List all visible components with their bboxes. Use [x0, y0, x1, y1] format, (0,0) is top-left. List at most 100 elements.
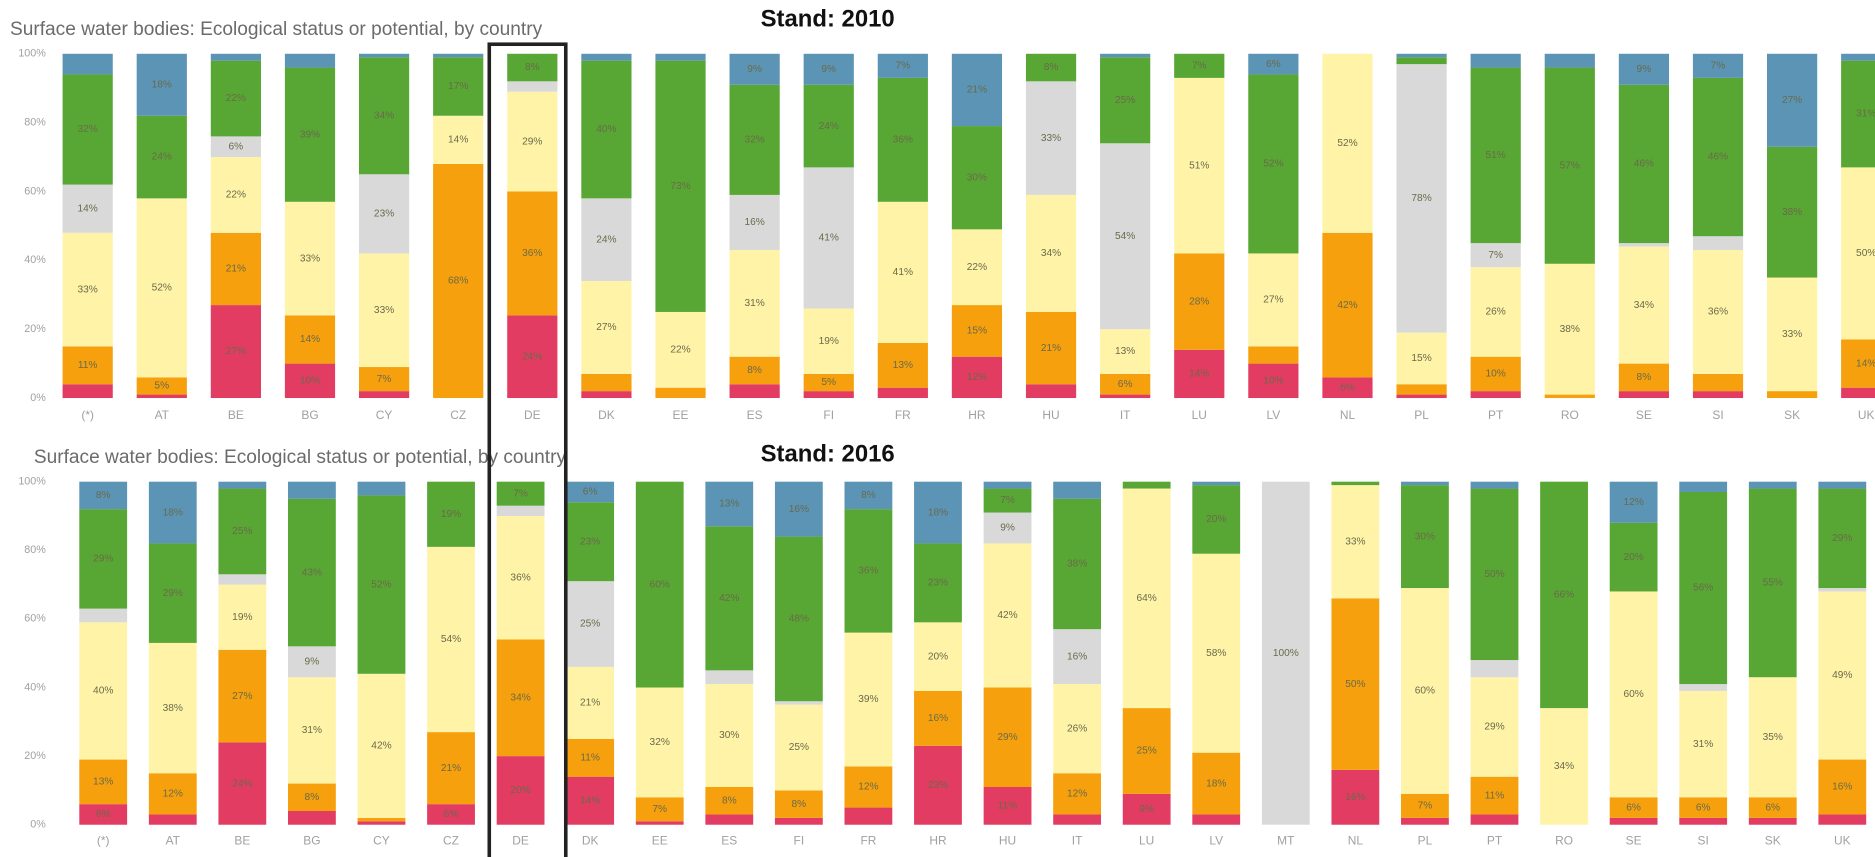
y-tick-label: 60%: [24, 613, 46, 625]
bar-segment: [1841, 60, 1875, 168]
x-tick-label: IT: [1072, 834, 1083, 848]
data-label: 36%: [1708, 307, 1728, 318]
bar-segment: [1322, 232, 1373, 378]
bar-segment: [951, 126, 1003, 230]
data-label: 33%: [374, 305, 394, 316]
bar-segment: [705, 814, 754, 825]
bar-segment: [79, 509, 128, 609]
bar-segment: [581, 53, 632, 61]
y-tick-label: 100%: [18, 48, 46, 60]
bar-segment: [1841, 339, 1875, 388]
x-tick-label: RO: [1555, 834, 1573, 848]
bar-segment: [566, 666, 615, 739]
bar-segment: [357, 673, 406, 818]
data-label: 26%: [1486, 307, 1506, 318]
x-tick-label: SK: [1784, 408, 1800, 422]
bar-segment: [1692, 250, 1744, 374]
data-label: 16%: [928, 713, 948, 724]
bar-segment: [287, 498, 336, 647]
bar-segment: [1100, 329, 1151, 374]
bar-segment: [705, 786, 754, 815]
x-tick-label: PL: [1418, 834, 1433, 848]
data-label: 9%: [305, 656, 320, 667]
data-label: 73%: [670, 181, 690, 192]
data-label: 52%: [1263, 159, 1283, 170]
chart-subtitle: Stand: 2016: [761, 441, 895, 468]
bar-segment: [1122, 708, 1171, 794]
bar-segment: [983, 488, 1032, 513]
bar-segment: [1122, 793, 1171, 825]
x-tick-label: CZ: [450, 408, 466, 422]
data-label: 23%: [928, 578, 948, 589]
bar-segment: [635, 797, 684, 822]
bar-segment: [566, 776, 615, 825]
data-label: 24%: [152, 152, 172, 163]
bar-segment: [1544, 394, 1595, 399]
bar-segment: [635, 481, 684, 688]
bar-segment: [844, 632, 893, 767]
bar-segment: [951, 53, 1003, 127]
x-tick-label: NL: [1340, 408, 1356, 422]
highlight-box: [487, 42, 568, 857]
data-label: 34%: [1634, 300, 1654, 311]
data-label: 58%: [1206, 648, 1226, 659]
bar-segment: [983, 786, 1032, 825]
data-label: 60%: [1415, 686, 1435, 697]
bar-segment: [1401, 588, 1449, 794]
data-label: 39%: [300, 129, 320, 140]
bar-segment: [1396, 384, 1447, 395]
bar-segment: [1679, 684, 1728, 691]
data-label: 6%: [96, 809, 111, 820]
data-label: 16%: [1067, 651, 1087, 662]
bar-segment: [803, 391, 854, 399]
bar-segment: [1470, 481, 1519, 489]
data-label: 9%: [821, 64, 836, 75]
bar-segment: [803, 167, 854, 309]
bar-segment: [729, 84, 780, 195]
data-label: 60%: [650, 579, 670, 590]
bar-segment: [210, 53, 261, 61]
data-label: 8%: [722, 795, 737, 806]
bar-segment: [433, 163, 484, 399]
data-label: 27%: [232, 691, 252, 702]
bar-segment: [1053, 773, 1102, 815]
data-label: 25%: [232, 526, 252, 537]
bar-segment: [655, 311, 706, 388]
data-label: 32%: [744, 135, 764, 146]
bar-segment: [210, 232, 261, 306]
bar-segment: [62, 232, 113, 347]
data-label: 57%: [1560, 160, 1580, 171]
data-label: 21%: [226, 264, 246, 275]
data-label: 11%: [998, 801, 1018, 812]
data-label: 7%: [1000, 495, 1015, 506]
data-label: 40%: [93, 686, 113, 697]
bar-segment: [62, 184, 113, 233]
data-label: 12%: [163, 789, 183, 800]
data-label: 31%: [1693, 739, 1713, 750]
bar-segment: [914, 481, 962, 544]
data-label: 25%: [1137, 746, 1157, 757]
bar-segment: [357, 495, 406, 674]
bar-segment: [1248, 253, 1299, 347]
bar-segment: [803, 373, 854, 392]
bar-segment: [1396, 332, 1447, 385]
bar-segment: [79, 608, 128, 623]
bar-segment: [877, 77, 928, 202]
bar-segment: [507, 53, 558, 82]
data-label: 18%: [928, 507, 948, 518]
bar-segment: [1540, 708, 1588, 825]
data-label: 60%: [1623, 689, 1643, 700]
bar-segment: [914, 622, 962, 691]
y-tick-label: 80%: [24, 544, 46, 556]
bar-segment: [1540, 481, 1588, 709]
bar-segment: [1122, 481, 1171, 489]
bar-segment: [62, 346, 113, 385]
data-label: 27%: [596, 322, 616, 333]
bar-segment: [507, 91, 558, 192]
bar-segment: [1174, 253, 1225, 350]
bar-segment: [136, 53, 187, 116]
bar-segment: [1818, 814, 1867, 825]
bar-segment: [1618, 246, 1669, 364]
data-label: 21%: [1041, 343, 1061, 354]
data-label: 14%: [1189, 369, 1209, 380]
